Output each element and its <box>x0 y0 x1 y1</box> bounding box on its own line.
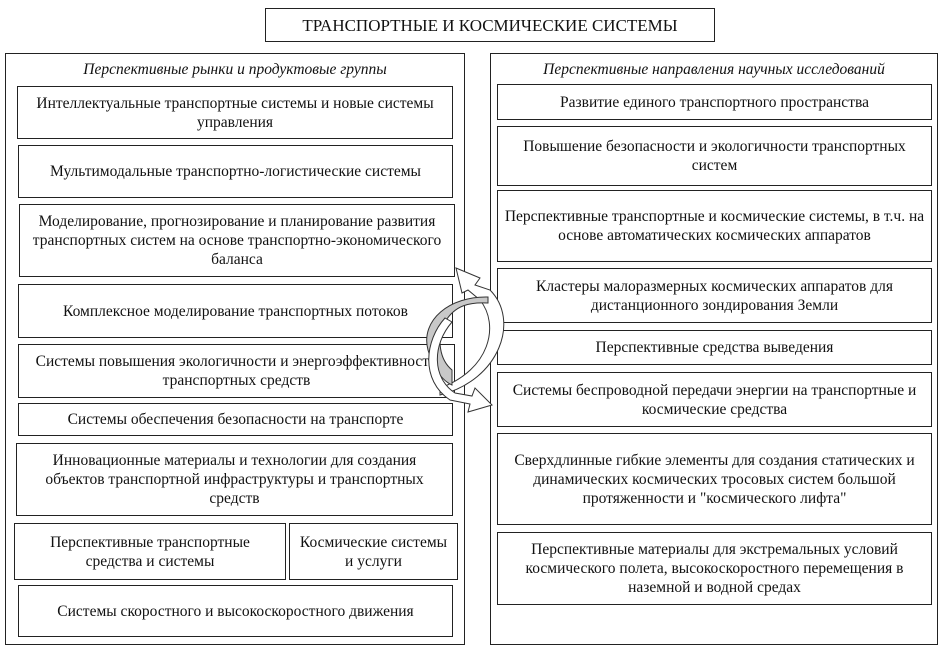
left-item-7: Инновационные материалы и технологии для… <box>16 443 453 516</box>
cycle-band-icon <box>426 296 489 386</box>
left-item-10: Системы скоростного и высокоскоростного … <box>18 585 453 637</box>
right-item-2: Повышение безопасности и экологичности т… <box>497 126 932 186</box>
left-item-3: Моделирование, прогнозирование и планиро… <box>19 204 455 277</box>
diagram-title: ТРАНСПОРТНЫЕ И КОСМИЧЕСКИЕ СИСТЕМЫ <box>265 8 715 42</box>
left-item-9: Космические системы и услуги <box>289 523 458 580</box>
right-item-7: Сверхдлинные гибкие элементы для создани… <box>497 433 932 525</box>
right-item-5: Перспективные средства выведения <box>497 330 932 365</box>
right-item-8: Перспективные материалы для экстремальны… <box>497 532 932 605</box>
right-item-3: Перспективные транспортные и космические… <box>497 190 932 262</box>
cycle-arrow-down-icon <box>428 317 493 413</box>
left-panel <box>5 53 465 645</box>
left-panel-header: Перспективные рынки и продуктовые группы <box>83 61 387 78</box>
right-item-4: Кластеры малоразмерных космических аппар… <box>497 268 932 323</box>
right-item-6: Системы беспроводной передачи энергии на… <box>497 372 932 427</box>
right-panel-header: Перспективные направления научных исслед… <box>543 61 885 78</box>
left-item-4: Комплексное моделирование транспортных п… <box>18 284 453 338</box>
left-item-5: Системы повышения экологичности и энерго… <box>18 344 455 398</box>
left-item-6: Системы обеспечения безопасности на тран… <box>18 403 453 436</box>
left-item-2: Мультимодальные транспортно-логистически… <box>18 145 453 198</box>
right-item-1: Развитие единого транспортного пространс… <box>497 84 932 120</box>
left-item-8: Перспективные транспортные средства и си… <box>14 523 286 580</box>
left-item-1: Интеллектуальные транспортные системы и … <box>17 86 453 139</box>
